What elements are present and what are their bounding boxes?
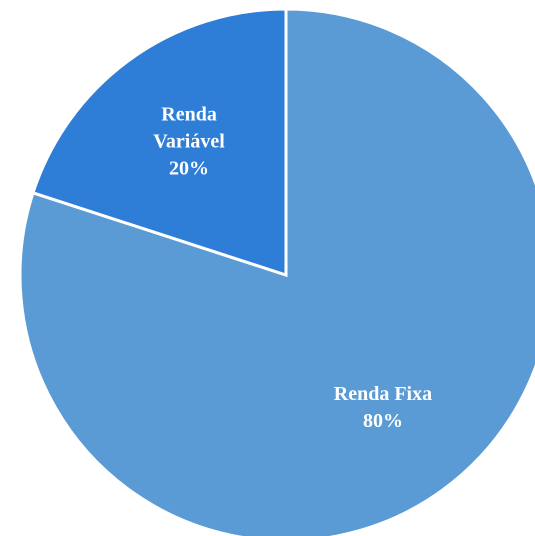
slice-label: Renda Variável 20% (139, 101, 239, 182)
category-label: Renda Variável (153, 103, 225, 153)
pie-slice (31, 7, 288, 278)
slice-label: Renda Fixa 80% (333, 381, 433, 435)
value-label: 80% (362, 410, 403, 433)
category-label: Renda Fixa (333, 383, 433, 406)
value-label: 20% (169, 157, 210, 180)
